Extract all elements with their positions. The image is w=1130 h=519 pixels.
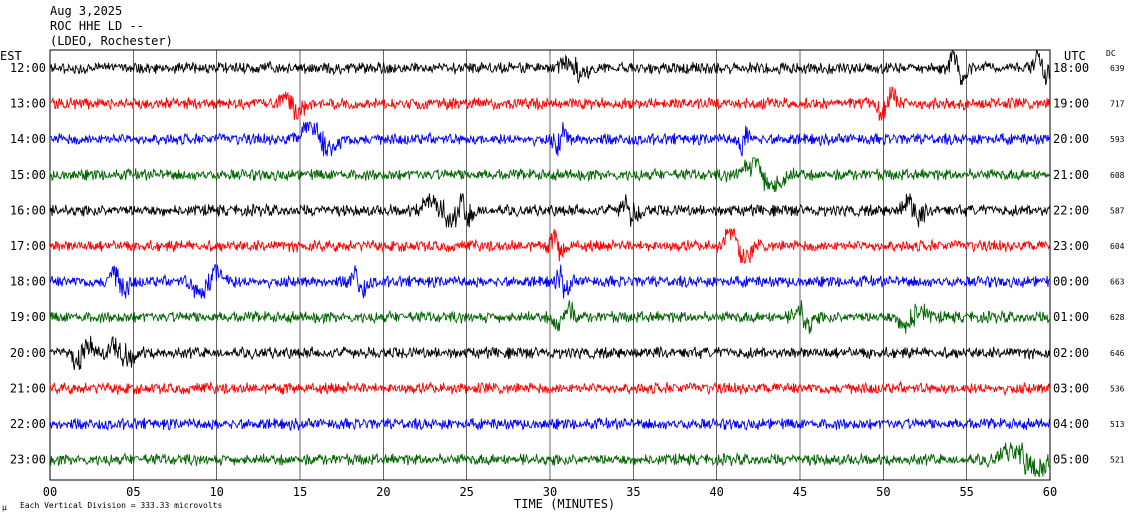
trace-2200: [49, 417, 1051, 432]
trace-1600: [49, 193, 1051, 228]
dc-value: 593: [1110, 135, 1125, 144]
dc-value: 521: [1110, 456, 1125, 465]
x-tick-label: 35: [626, 485, 640, 499]
trace-1200: [49, 50, 1051, 86]
trace-1400: [49, 121, 1051, 157]
x-axis-tick-labels: 00 05 10 15 20 25 30 35 40 45 50 55 60: [43, 485, 1057, 499]
x-tick-label: 60: [1043, 485, 1057, 499]
dc-value: 717: [1110, 100, 1125, 109]
est-hour-label: 19:00: [10, 310, 46, 324]
utc-hour-label: 21:00: [1053, 168, 1089, 182]
x-tick-label: 00: [43, 485, 57, 499]
est-hour-label: 16:00: [10, 203, 46, 217]
x-tick-label: 55: [959, 485, 973, 499]
trace-2300: [49, 442, 1051, 478]
est-hour-label: 14:00: [10, 132, 46, 146]
dc-value: 646: [1110, 349, 1125, 358]
dc-value: 587: [1110, 206, 1125, 215]
trace-2000: [49, 335, 1051, 370]
time-gridlines: [133, 50, 967, 480]
dc-offset-values: 639 717 593 608 587 604 663 628 646 536 513 521: [1110, 64, 1125, 465]
x-tick-label: 50: [876, 485, 890, 499]
utc-hour-label: 18:00: [1053, 61, 1089, 75]
utc-hour-labels: 18:00 19:00 20:00 21:00 22:00 23:00 00:00 01:00…: [1053, 61, 1089, 467]
utc-hour-label: 02:00: [1053, 346, 1089, 360]
trace-1700: [49, 227, 1051, 264]
trace-1900: [49, 300, 1051, 334]
dc-value: 639: [1110, 64, 1125, 73]
utc-hour-label: 20:00: [1053, 132, 1089, 146]
x-tick-label: 05: [126, 485, 140, 499]
est-hour-label: 13:00: [10, 97, 46, 111]
x-tick-label: 40: [709, 485, 723, 499]
utc-hour-label: 01:00: [1053, 310, 1089, 324]
trace-1800: [49, 263, 1051, 299]
trace-1500: [49, 157, 1051, 192]
x-tick-label: 30: [543, 485, 557, 499]
dc-label: DC: [1106, 49, 1116, 58]
utc-hour-label: 22:00: [1053, 203, 1089, 217]
est-zone-label: EST: [0, 49, 22, 63]
header-date: Aug 3,2025: [50, 4, 122, 18]
micro-symbol: μ: [2, 503, 7, 512]
x-tick-label: 20: [376, 485, 390, 499]
x-tick-label: 45: [793, 485, 807, 499]
est-hour-label: 20:00: [10, 346, 46, 360]
utc-hour-label: 00:00: [1053, 275, 1089, 289]
vertical-division-note: Each Vertical Division = 333.33 microvol…: [20, 501, 222, 510]
dc-value: 513: [1110, 420, 1125, 429]
est-hour-label: 12:00: [10, 61, 46, 75]
trace-2100: [49, 380, 1051, 397]
est-hour-label: 23:00: [10, 453, 46, 467]
header-network: (LDEO, Rochester): [50, 34, 173, 48]
x-tick-label: 15: [293, 485, 307, 499]
utc-hour-label: 19:00: [1053, 97, 1089, 111]
est-hour-labels: 12:00 13:00 14:00 15:00 16:00 17:00 18:00 19:00…: [10, 61, 46, 467]
utc-hour-label: 04:00: [1053, 417, 1089, 431]
dc-value: 536: [1110, 384, 1125, 393]
trace-1300: [49, 86, 1051, 121]
utc-zone-label: UTC: [1064, 49, 1086, 63]
utc-hour-label: 03:00: [1053, 381, 1089, 395]
est-hour-label: 18:00: [10, 275, 46, 289]
est-hour-label: 22:00: [10, 417, 46, 431]
header-station: ROC HHE LD --: [50, 19, 144, 33]
utc-hour-label: 05:00: [1053, 453, 1089, 467]
dc-value: 663: [1110, 278, 1125, 287]
seismic-traces: [49, 50, 1051, 478]
utc-hour-label: 23:00: [1053, 239, 1089, 253]
x-tick-label: 10: [209, 485, 223, 499]
est-hour-label: 17:00: [10, 239, 46, 253]
est-hour-label: 15:00: [10, 168, 46, 182]
x-axis-title: TIME (MINUTES): [514, 497, 615, 511]
dc-value: 604: [1110, 242, 1125, 251]
dc-value: 608: [1110, 171, 1125, 180]
dc-value: 628: [1110, 313, 1125, 322]
x-tick-label: 25: [459, 485, 473, 499]
est-hour-label: 21:00: [10, 381, 46, 395]
